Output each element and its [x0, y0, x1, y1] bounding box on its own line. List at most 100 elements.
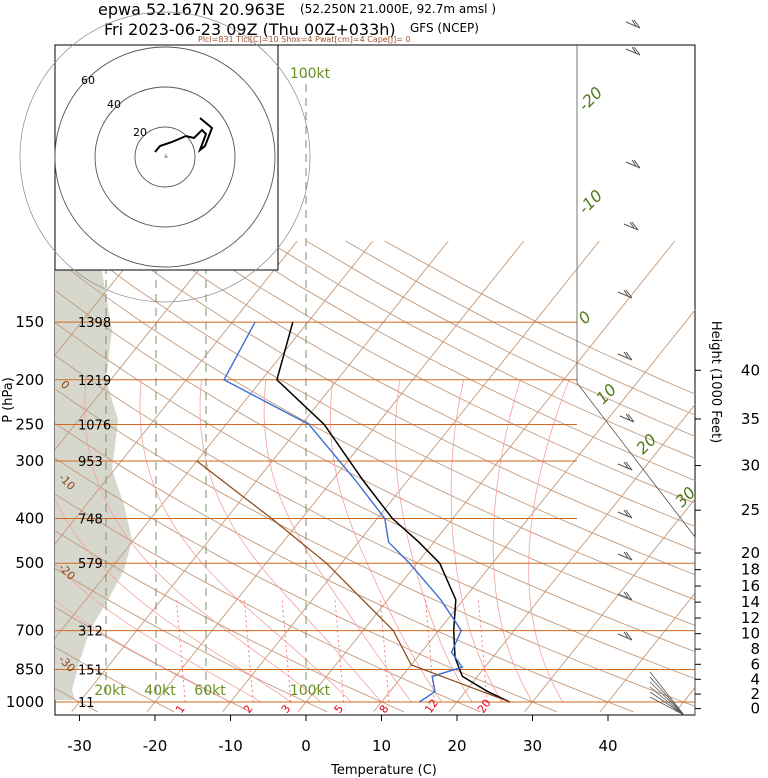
height-tick-label: 0 — [750, 700, 760, 718]
hodograph-ring-label: 20 — [133, 126, 147, 139]
pressure-tick-label: 500 — [15, 554, 44, 572]
hodograph-trace — [154, 117, 214, 154]
moist-adiabat-line — [139, 379, 352, 703]
mixing-ratio-line — [334, 599, 345, 703]
x-tick-label: -10 — [218, 737, 243, 755]
height-m-label: 11 — [78, 696, 95, 711]
moist-adiabat-line — [55, 563, 261, 703]
height-tick-label: 40 — [741, 361, 760, 379]
pressure-tick-label: 150 — [15, 313, 44, 331]
wind-barb — [617, 551, 633, 561]
wind-barb — [623, 221, 639, 231]
x-tick-label: 0 — [301, 737, 311, 755]
isotherm-line — [146, 240, 525, 713]
moist-adiabat-line — [492, 379, 533, 703]
x-tick-label: 20 — [447, 737, 466, 755]
moist-adiabat-line — [263, 379, 413, 703]
parcel-profile — [196, 460, 511, 703]
isotherm-line — [55, 240, 298, 545]
model-label: GFS (NCEP) — [410, 21, 479, 35]
dry-adiabat-line — [227, 240, 695, 482]
moist-adiabat-line — [450, 379, 503, 703]
theta-label: 0 — [574, 307, 595, 328]
height-tick-label: 14 — [741, 593, 760, 611]
mixing-ratio-label: 3 — [279, 703, 294, 716]
height-m-label: 1219 — [78, 374, 111, 389]
x-tick-label: 30 — [523, 737, 542, 755]
height-m-label: 1076 — [78, 418, 111, 433]
height-tick-label: 2 — [750, 685, 760, 703]
height-tick-label: 18 — [741, 561, 760, 579]
wind-ring-label-bottom: 100kt — [290, 683, 331, 699]
moist-adiabat-line — [528, 379, 570, 703]
height-tick-label: 6 — [750, 655, 760, 673]
wind-ring-label-bottom: 40kt — [144, 683, 176, 699]
moist-adiabat-line — [84, 379, 322, 703]
isobar-lines — [55, 45, 696, 715]
wind-barb — [625, 19, 641, 29]
x-tick-label: 40 — [598, 737, 617, 755]
dry-adiabat-line — [149, 240, 695, 528]
wind-barb — [649, 671, 685, 716]
wind-barb — [617, 591, 633, 601]
wind-barb — [649, 696, 685, 716]
height-tick-label: 8 — [750, 640, 760, 658]
isotherm-line — [297, 240, 676, 713]
grid-point-text: (52.250N 21.000E, 92.7m amsl ) — [300, 2, 496, 16]
mixing-ratio-label: 8 — [377, 703, 392, 716]
dry-adiabat-line — [55, 606, 251, 713]
wind-barbs — [617, 19, 685, 716]
wind-barb — [619, 413, 635, 423]
mixing-ratio-line — [175, 599, 186, 703]
dry-adiabat-line — [267, 240, 695, 459]
wind-barb — [625, 46, 641, 56]
height-tick-label: 16 — [741, 577, 760, 595]
hodograph-ring-outer — [19, 11, 311, 303]
wind-barb — [625, 159, 641, 169]
height-tick-label: 20 — [741, 544, 760, 562]
pressure-tick-label: 200 — [15, 371, 44, 389]
hodograph-inset: 20 40 60 — [19, 11, 311, 303]
height-tick-label: 12 — [741, 609, 760, 627]
dry-adiabat-line — [55, 422, 634, 713]
wind-barb — [617, 509, 633, 519]
theta-label: -20 — [574, 83, 606, 115]
height-tick-label: 30 — [741, 457, 760, 475]
x-axis-label: Temperature (C) — [330, 763, 437, 778]
mixing-ratio-line — [379, 599, 390, 703]
mixing-ratio-line — [281, 599, 292, 703]
wind-barb — [649, 691, 685, 716]
dry-adiabat-line — [110, 240, 695, 551]
wind-barb — [617, 351, 633, 361]
mixing-ratio-line — [477, 599, 488, 703]
hodograph-origin — [164, 154, 168, 158]
dry-adiabat-line — [55, 388, 695, 707]
mixing-ratio-label: 20 — [475, 697, 494, 716]
height-tick-label: 10 — [741, 625, 760, 643]
mixing-ratio-label: 1 — [173, 703, 188, 716]
pressure-tick-label: 300 — [15, 452, 44, 470]
wind-barb — [649, 686, 685, 716]
height-m-label: 1398 — [78, 316, 111, 331]
isotherm-line — [448, 403, 695, 713]
station-title: epwa 52.167N 20.963E — [98, 0, 285, 19]
dry-adiabat-line — [188, 240, 695, 504]
x-tick-label: 10 — [372, 737, 391, 755]
dry-adiabat-line — [55, 530, 404, 713]
wind-barb — [617, 461, 633, 471]
hodograph-ring-label: 40 — [107, 98, 121, 111]
isotherm-line — [55, 240, 374, 639]
height-m-label: 748 — [78, 513, 103, 528]
pressure-tick-label: 700 — [15, 622, 44, 640]
wind-ring-label-top: 100kt — [290, 66, 331, 82]
isotherm-line — [55, 240, 223, 451]
temperature-profile — [276, 322, 511, 703]
dry-adiabat-line — [55, 289, 695, 626]
mixing-ratio-label: 5 — [332, 703, 347, 716]
parcel-params: Plcl=831 Tlcl[C]=10 Shox=4 Pwat[cm]=4 Ca… — [198, 35, 411, 44]
dry-adiabat-line — [55, 646, 175, 713]
dry-adiabat-line — [55, 457, 557, 713]
pressure-tick-label: 850 — [15, 660, 44, 678]
dry-adiabat-line — [55, 567, 328, 713]
mixing-ratio-line — [425, 599, 435, 703]
